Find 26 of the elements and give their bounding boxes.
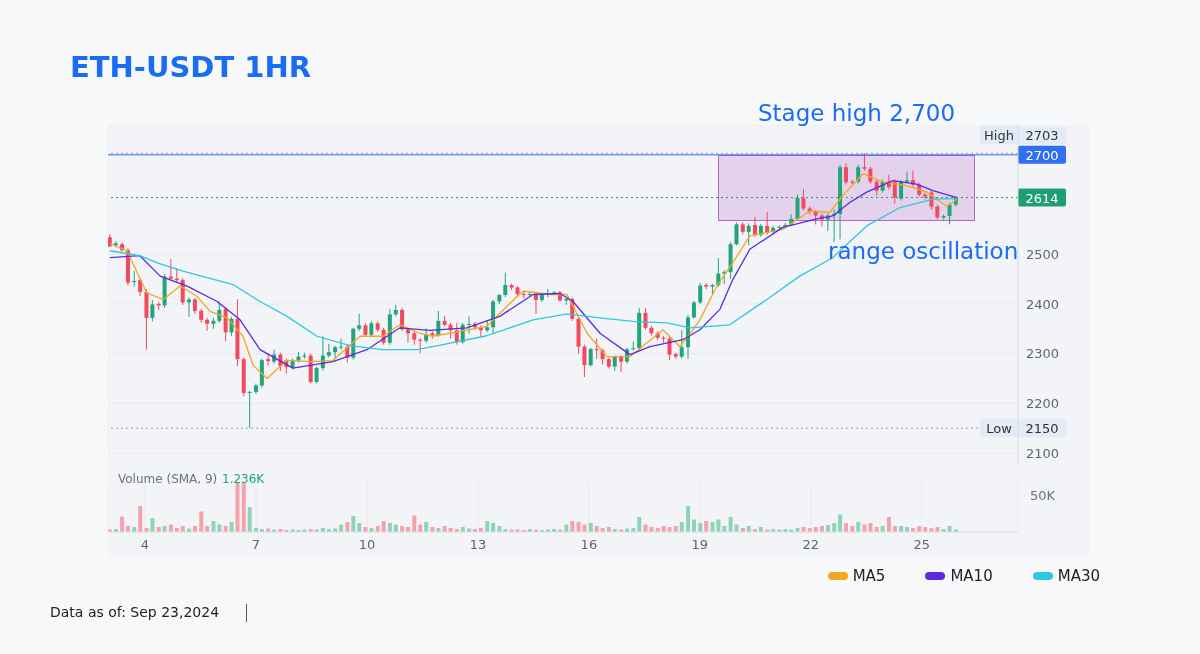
x-tick-label: 4	[140, 537, 150, 553]
y-tick-label: 2300	[1026, 346, 1060, 362]
y-tick-label: 2100	[1026, 445, 1060, 461]
ref-line-label: 2700	[1025, 147, 1059, 163]
legend-label: MA10	[950, 567, 993, 585]
y-tick-label: 2400	[1026, 296, 1060, 312]
y-tick-label: 2500	[1026, 246, 1060, 262]
x-tick-label: 22	[802, 537, 820, 553]
ref-line-label: 2614	[1025, 190, 1059, 206]
x-tick-label: 16	[580, 537, 598, 553]
x-tick-label: 10	[358, 537, 376, 553]
annotation: 1.236K	[222, 472, 265, 486]
annotation: Volume (SMA, 9)	[118, 472, 218, 486]
text: 50K	[1030, 488, 1056, 503]
legend-label: MA5	[852, 567, 886, 585]
chart-title: ETH-USDT 1HR	[70, 50, 312, 84]
x-tick-label: 25	[913, 537, 931, 553]
ref-line-label: High 2703	[984, 128, 1059, 144]
y-tick-label: 2200	[1026, 395, 1060, 411]
annotation: Stage high 2,700	[758, 100, 956, 126]
legend-label: MA30	[1057, 567, 1100, 585]
ref-line-label: Low 2150	[986, 421, 1059, 437]
x-tick-label: 13	[469, 537, 487, 553]
x-tick-label: 19	[691, 537, 709, 553]
text: Data as of: Sep 23,2024	[50, 604, 220, 620]
x-tick-label: 7	[251, 537, 261, 553]
